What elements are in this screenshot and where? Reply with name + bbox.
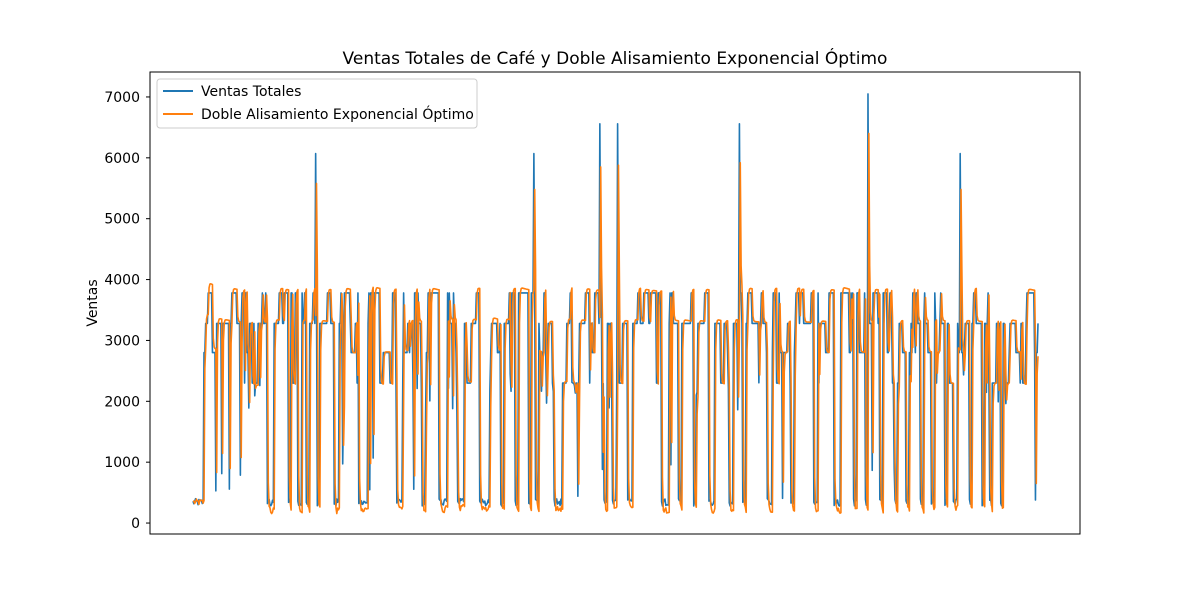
y-axis-label: Ventas <box>85 279 101 326</box>
legend-label-ventas: Ventas Totales <box>201 84 301 100</box>
y-tick-label: 0 <box>131 516 140 532</box>
plot-area <box>149 71 1081 535</box>
y-tick-label: 6000 <box>104 151 140 167</box>
legend-label-alisamiento: Doble Alisamiento Exponencial Óptimo <box>201 105 474 123</box>
y-tick-label: 4000 <box>104 273 140 289</box>
y-tick-label: 2000 <box>104 394 140 410</box>
series-line-ventas-totales <box>192 93 1039 507</box>
y-tick-label: 1000 <box>104 455 140 471</box>
chart-title: Ventas Totales de Café y Doble Alisamien… <box>343 47 888 69</box>
y-tick-label: 3000 <box>104 333 140 349</box>
plot-frame <box>149 71 1081 535</box>
series-line-doble-alisamiento <box>193 132 1039 515</box>
legend: Ventas Totales Doble Alisamiento Exponen… <box>156 78 478 129</box>
y-tick-label: 7000 <box>104 90 140 106</box>
y-axis: 0 1000 2000 3000 4000 5000 6000 7000 <box>104 90 150 532</box>
y-tick-label: 5000 <box>104 212 140 228</box>
